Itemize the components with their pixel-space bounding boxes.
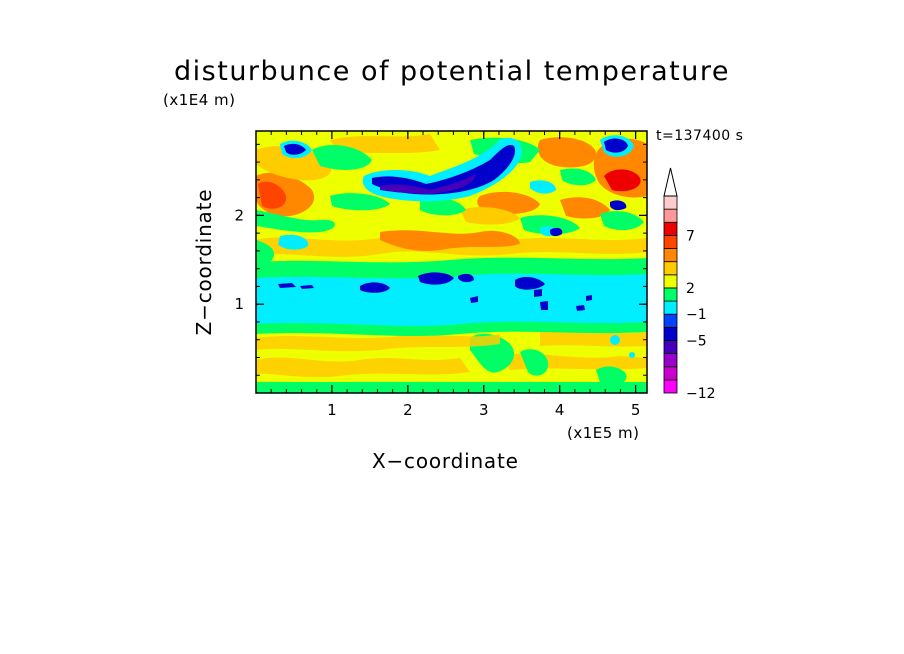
colorbar-segment bbox=[663, 300, 678, 315]
x-tick-label: 5 bbox=[631, 401, 641, 419]
colorbar-segment bbox=[663, 326, 678, 341]
contour-field bbox=[256, 131, 647, 393]
colorbar-label: −1 bbox=[686, 307, 707, 323]
x-tick-label: 4 bbox=[555, 401, 565, 419]
colorbar-segment bbox=[663, 208, 678, 223]
chart-title: disturbunce of potential temperature bbox=[174, 56, 730, 87]
colorbar-label: −5 bbox=[686, 333, 707, 349]
colorbar-label: −12 bbox=[686, 386, 716, 402]
colorbar-segment bbox=[663, 340, 678, 355]
colorbar-segment bbox=[663, 248, 678, 263]
colorbar-segment bbox=[663, 274, 678, 289]
colorbar-segment bbox=[663, 313, 678, 328]
colorbar-segment bbox=[663, 234, 678, 249]
z-tick-label: 2 bbox=[234, 206, 244, 224]
colorbar-label: 7 bbox=[686, 228, 695, 244]
colorbar-segment bbox=[663, 221, 678, 236]
colorbar-segment bbox=[663, 195, 678, 210]
x-axis: 1 2 3 4 5 bbox=[270, 131, 641, 419]
colorbar: −12−5−127 bbox=[663, 167, 716, 402]
z-axis-unit: (x1E4 m) bbox=[163, 91, 236, 109]
time-label: t=137400 s bbox=[656, 128, 744, 144]
x-tick-label: 1 bbox=[327, 401, 337, 419]
z-tick-label: 1 bbox=[234, 295, 244, 313]
x-tick-label: 2 bbox=[403, 401, 413, 419]
colorbar-segment bbox=[663, 366, 678, 381]
colorbar-extend-arrow bbox=[663, 167, 678, 197]
x-axis-label: X−coordinate bbox=[372, 449, 519, 473]
colorbar-segment bbox=[663, 261, 678, 276]
plot-frame bbox=[255, 130, 648, 394]
colorbar-segment bbox=[663, 353, 678, 368]
x-axis-unit: (x1E5 m) bbox=[567, 424, 640, 442]
z-axis: 12 bbox=[234, 143, 647, 376]
colorbar-label: 2 bbox=[686, 281, 695, 297]
x-tick-label: 3 bbox=[479, 401, 489, 419]
colorbar-segment bbox=[663, 287, 678, 302]
colorbar-segment bbox=[663, 379, 678, 394]
